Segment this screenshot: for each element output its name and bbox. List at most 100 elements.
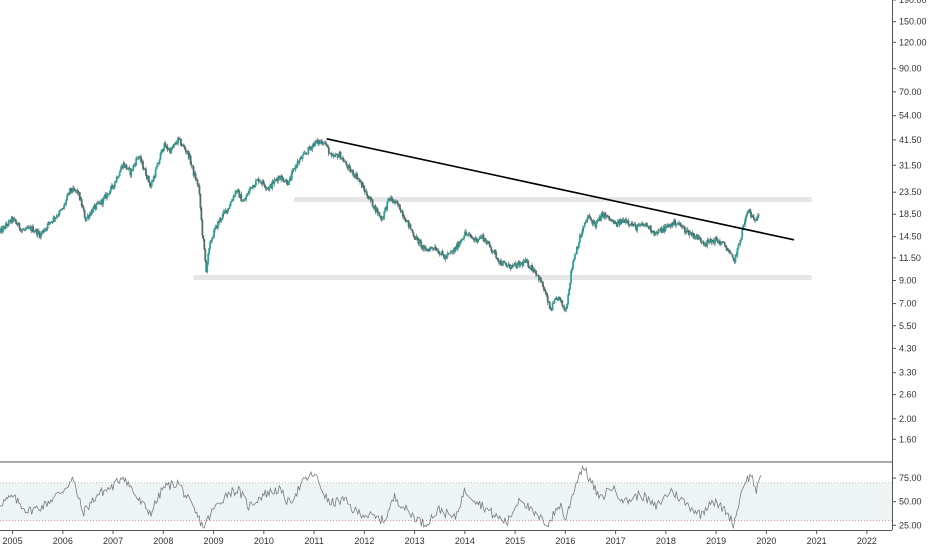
candle-body — [212, 237, 214, 239]
candle-body — [83, 210, 86, 218]
candle-body — [694, 236, 697, 238]
candle-body — [538, 275, 540, 281]
candle-body — [254, 180, 257, 186]
candle-body — [135, 158, 138, 166]
candle-body — [431, 247, 433, 249]
candle-body — [752, 215, 754, 217]
candle-body — [587, 215, 590, 218]
candle-body — [402, 216, 405, 218]
candle-body — [422, 245, 425, 249]
candle-body — [363, 188, 366, 193]
candle-body — [343, 161, 346, 163]
candle-body — [0, 228, 2, 232]
candle-body — [492, 251, 495, 253]
candle-body — [610, 219, 612, 221]
candle-body — [57, 215, 60, 217]
candle-body — [471, 238, 474, 239]
candle-body — [18, 222, 21, 229]
candle-body — [660, 228, 663, 233]
candle-body — [265, 187, 268, 189]
candle-body — [625, 219, 628, 223]
candle-body — [155, 166, 158, 170]
candle-body — [101, 199, 104, 205]
candle-body — [149, 185, 152, 187]
y-tick-label: 2.00 — [899, 414, 917, 424]
candle-body — [553, 299, 556, 304]
candle-body — [352, 170, 355, 176]
candle-body — [74, 189, 76, 191]
candle-body — [351, 170, 354, 172]
candle-body — [151, 181, 154, 182]
candle-body — [454, 247, 457, 252]
candle-body — [88, 213, 91, 219]
candle-body — [43, 229, 46, 232]
candle-body — [385, 207, 388, 210]
candle-body — [137, 156, 140, 158]
candle-body — [289, 177, 292, 180]
candle-body — [653, 233, 656, 236]
candle-body — [549, 308, 552, 310]
candle-body — [41, 230, 44, 233]
candle-body — [55, 216, 58, 218]
candle-body — [382, 217, 385, 219]
candle-body — [209, 242, 212, 249]
candle-body — [592, 220, 595, 225]
candle-body — [520, 262, 523, 264]
candle-body — [284, 181, 286, 183]
candle-body — [228, 206, 231, 209]
candle-body — [11, 217, 14, 222]
candle-body — [131, 169, 134, 171]
candle-body — [518, 261, 521, 266]
candle-body — [29, 227, 32, 229]
candle-body — [550, 309, 553, 311]
candle-body — [468, 233, 471, 235]
candle-body — [50, 221, 53, 223]
candle-body — [262, 180, 265, 185]
candle-body — [688, 232, 691, 236]
x-tick-label: 2016 — [555, 536, 575, 546]
candle-body — [456, 242, 459, 250]
candle-body — [734, 254, 737, 263]
candle-body — [2, 226, 5, 228]
candle-body — [329, 153, 332, 155]
candle-body — [53, 217, 56, 220]
candle-body — [595, 222, 598, 227]
candle-body — [375, 208, 378, 212]
candle-body — [15, 221, 18, 225]
candle-body — [524, 259, 527, 263]
candle-body — [388, 198, 391, 200]
candle-body — [281, 175, 284, 178]
candle-body — [59, 210, 62, 212]
candle-body — [146, 175, 149, 180]
candle-body — [179, 138, 181, 140]
candle-body — [535, 270, 537, 275]
candle-body — [729, 251, 732, 254]
candle-body — [504, 262, 506, 264]
candle-body — [440, 251, 443, 255]
candle-body — [306, 153, 309, 155]
candle-body — [61, 208, 64, 210]
candle-body — [325, 142, 327, 145]
candle-body — [548, 301, 551, 309]
candle-body — [248, 190, 250, 194]
candle-body — [536, 274, 538, 276]
candle-body — [611, 220, 614, 222]
candle-body — [730, 253, 733, 255]
candle-body — [617, 219, 620, 222]
candle-body — [332, 155, 335, 157]
candle-body — [392, 200, 394, 203]
candle-body — [166, 145, 169, 150]
candle-body — [590, 219, 593, 221]
candle-body — [485, 241, 488, 244]
candle-body — [490, 247, 493, 251]
candle-body — [532, 269, 535, 272]
candle-body — [500, 260, 502, 266]
candle-body — [348, 165, 351, 167]
candle-body — [145, 168, 147, 176]
axes: 1.60 2.00 2.60 3.30 4.30 5.50 7.00 9.00 11.50 14.… — [0, 0, 927, 546]
candle-body — [314, 140, 317, 147]
candle-body — [525, 259, 528, 262]
candle-body — [601, 212, 604, 215]
candle-body — [42, 230, 45, 232]
